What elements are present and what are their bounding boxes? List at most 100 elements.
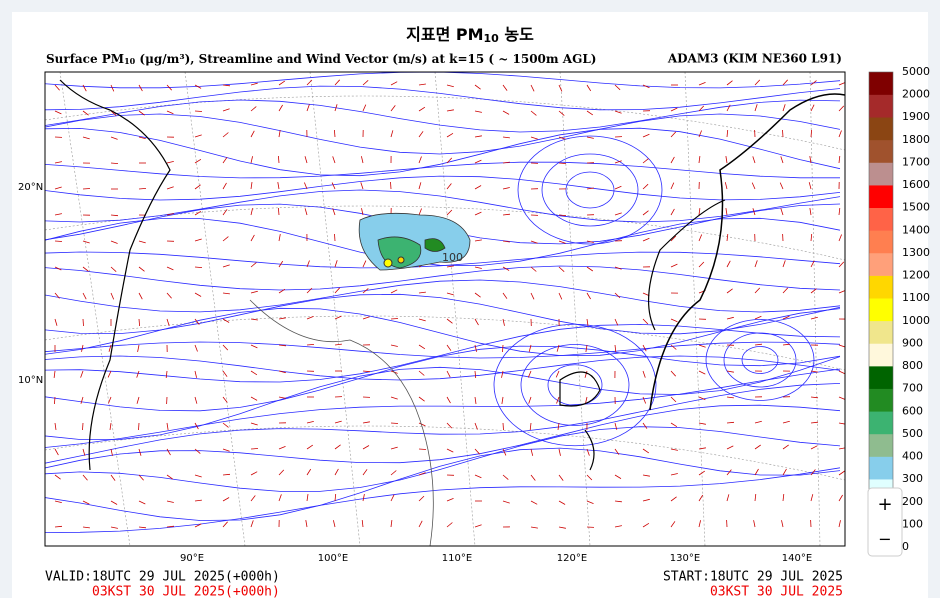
- wind-vector: [698, 396, 706, 401]
- wind-vector: [334, 468, 339, 476]
- wind-vector: [333, 520, 336, 528]
- wind-vector: [810, 316, 818, 320]
- coastline: [59, 79, 171, 471]
- wind-vector: [390, 181, 392, 190]
- graticule: [684, 72, 706, 546]
- wind-vector: [810, 494, 814, 502]
- wind-vector: [278, 234, 281, 242]
- wind-vector: [838, 370, 845, 375]
- wind-vector: [418, 106, 426, 112]
- zoom-out[interactable]: −: [878, 530, 891, 549]
- wind-vector: [670, 182, 675, 190]
- wind-vector: [278, 207, 280, 216]
- graticule: [434, 72, 476, 546]
- wind-vector: [138, 318, 140, 327]
- wind-vector: [501, 370, 504, 378]
- wind-vector: [808, 182, 812, 190]
- wind-vector: [222, 422, 229, 428]
- wind-vector: [362, 445, 370, 450]
- wind-vector: [614, 292, 621, 299]
- streamline: [45, 265, 841, 291]
- wind-vector: [110, 474, 116, 481]
- streamline: [45, 85, 841, 111]
- colorbar-label: 1800: [902, 133, 930, 146]
- graticule: [45, 205, 845, 261]
- wind-vector: [474, 84, 481, 90]
- wind-vector: [642, 158, 649, 164]
- wind-vector: [584, 370, 588, 378]
- wind-vector: [138, 474, 144, 481]
- zoom-in[interactable]: +: [877, 494, 892, 515]
- wind-vector: [278, 317, 286, 320]
- wind-vector: [782, 129, 784, 138]
- lon-label: 140°E: [782, 553, 812, 564]
- wind-vector: [558, 500, 566, 505]
- wind-vector: [810, 469, 816, 476]
- wind-vector: [726, 129, 729, 138]
- wind-vector: [502, 292, 508, 299]
- wind-vector: [474, 239, 482, 242]
- wind-vector: [670, 208, 675, 216]
- wind-vector: [558, 266, 565, 272]
- wind-vector: [698, 105, 705, 112]
- graticule: [559, 72, 591, 546]
- wind-vector: [166, 474, 173, 480]
- lon-label: 130°E: [670, 553, 700, 564]
- wind-vector: [502, 240, 510, 243]
- streamline: [45, 356, 841, 440]
- wind-vector: [586, 448, 590, 456]
- wind-vector: [810, 104, 815, 112]
- wind-vector: [110, 500, 118, 505]
- colorbar-label: 800: [902, 359, 923, 372]
- wind-vector: [558, 162, 567, 164]
- wind-vector: [194, 344, 198, 352]
- wind-vector: [530, 266, 537, 272]
- wind-vector: [586, 240, 594, 243]
- wind-vector: [306, 316, 314, 320]
- wind-vector: [194, 292, 202, 297]
- wind-vector: [782, 420, 790, 424]
- wind-vector: [446, 318, 453, 324]
- wind-vector: [278, 396, 286, 399]
- wind-vector: [194, 238, 202, 242]
- wind-vector: [810, 80, 817, 86]
- wind-vector: [418, 83, 426, 86]
- wind-vector: [670, 156, 675, 164]
- wind-vector: [82, 474, 88, 481]
- wind-vector: [194, 499, 202, 502]
- colorbar-label: 1600: [902, 178, 930, 191]
- lon-label: 90°E: [180, 553, 204, 564]
- wind-vector: [277, 182, 280, 190]
- colorbar-swatch: [869, 388, 893, 412]
- wind-vector: [726, 421, 735, 424]
- wind-vector: [502, 318, 505, 326]
- wind-vector: [250, 234, 255, 242]
- wind-vector: [138, 136, 146, 140]
- colorbar-swatch: [869, 320, 893, 344]
- wind-vector: [138, 448, 142, 456]
- wind-vector: [194, 84, 202, 89]
- wind-vector: [670, 496, 677, 502]
- colorbar-label: 600: [902, 404, 923, 417]
- wind-vector: [54, 110, 62, 115]
- wind-vector: [642, 522, 650, 528]
- wind-vector: [698, 130, 702, 138]
- wind-vector: [698, 82, 706, 86]
- colorbar-swatch: [869, 433, 893, 457]
- colorbar-label: 1900: [902, 110, 930, 123]
- wind-vector: [529, 422, 532, 431]
- wind-vector: [82, 188, 91, 190]
- wind-vector: [334, 315, 342, 320]
- wind-vector: [166, 422, 169, 430]
- wind-vector: [726, 233, 729, 242]
- wind-vector: [222, 292, 230, 295]
- wind-vector: [614, 500, 622, 503]
- streamline: [45, 467, 841, 533]
- wind-vector: [418, 472, 426, 476]
- colorbar-label: 1400: [902, 223, 930, 236]
- colorbar-label: 700: [902, 382, 923, 395]
- colorbar-swatch: [869, 411, 893, 435]
- wind-vector: [390, 396, 398, 400]
- wind-vector: [334, 79, 340, 86]
- wind-vector: [781, 520, 784, 528]
